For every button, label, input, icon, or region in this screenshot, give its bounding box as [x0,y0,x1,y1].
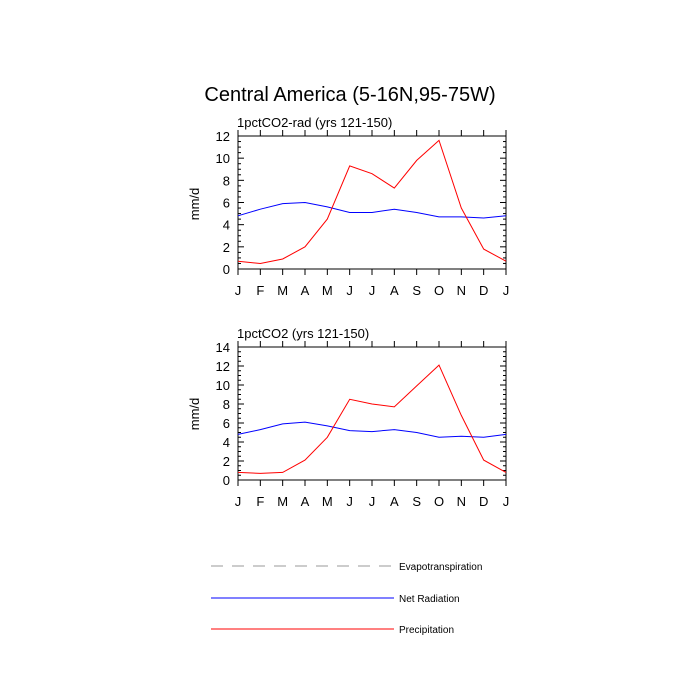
panel-1-ytick-label: 6 [223,196,230,211]
panel-2-xtick-label: J [235,494,242,509]
panel-1-ytick-label: 12 [216,129,230,144]
panel-2-xtick-label: N [457,494,466,509]
panel-1-xtick-label: N [457,283,466,298]
panel-1-xtick-label: A [390,283,399,298]
panel-2-xtick-label: J [346,494,353,509]
panel-1-precipitation-line [237,139,507,265]
panel-2-ytick-label: 6 [223,416,230,431]
panel-1-xtick-label: M [322,283,333,298]
panel-1-xtick-label: S [412,283,421,298]
panel-2-xtick-label: A [301,494,310,509]
panel-1-xtick-label: J [369,283,376,298]
panel-2-xtick-label: J [369,494,376,509]
panel-1-frame [237,135,507,270]
panel-1-net-radiation-line [237,201,507,219]
panel-2-xtick-label: A [390,494,399,509]
panel-1-xtick-label: F [256,283,264,298]
panel-1-xtick-label: O [434,283,444,298]
panel-1-title: 1pctCO2-rad (yrs 121-150) [237,115,392,130]
panel-1-xtick-label: J [503,283,510,298]
panel-1-xtick-label: J [235,283,242,298]
panel-1-ylabel: mm/d [187,188,202,221]
legend-evapotranspiration-label: Evapotranspiration [399,562,482,573]
panel-2-xtick-label: F [256,494,264,509]
panel-1-ytick-label: 8 [223,173,230,188]
panel-1-ytick-label: 4 [223,218,230,233]
panel-1-xtick-label: A [301,283,310,298]
panel-1: 1pctCO2-rad (yrs 121-150) mm/d 0 2 4 6 8 10 12… [187,115,509,298]
legend-precipitation-label: Precipitation [399,625,454,636]
panel-2-precipitation-line [237,364,507,474]
panel-2-ytick-label: 0 [223,473,230,488]
panel-2-xtick-label: O [434,494,444,509]
panel-2-title: 1pctCO2 (yrs 121-150) [237,326,369,341]
panel-2-xtick-label: M [277,494,288,509]
panel-1-ytick-label: 10 [216,151,230,166]
panel-2-ytick-label: 2 [223,454,230,469]
legend-net-radiation-label: Net Radiation [399,594,460,605]
panel-2-frame [237,346,507,481]
panel-2-ytick-label: 10 [216,378,230,393]
panel-1-ytick-label: 2 [223,240,230,255]
panel-2-xtick-label: J [503,494,510,509]
panel-2-ytick-label: 8 [223,397,230,412]
panel-2-xtick-label: D [479,494,488,509]
figure-title: Central America (5-16N,95-75W) [204,84,495,106]
panel-2-xtick-label: S [412,494,421,509]
panel-2-xtick-label: M [322,494,333,509]
legend: Evapotranspiration Net Radiation Precipita… [211,562,482,636]
panel-1-ytick-label: 0 [223,262,230,277]
panel-1-xtick-label: J [346,283,353,298]
panel-2-net-radiation-line [237,421,507,438]
panel-2-ytick-label: 12 [216,359,230,374]
panel-2-ytick-label: 4 [223,435,230,450]
panel-1-xtick-label: M [277,283,288,298]
panel-2-ylabel: mm/d [187,398,202,431]
panel-1-xtick-label: D [479,283,488,298]
panel-2-ytick-label: 14 [216,340,230,355]
